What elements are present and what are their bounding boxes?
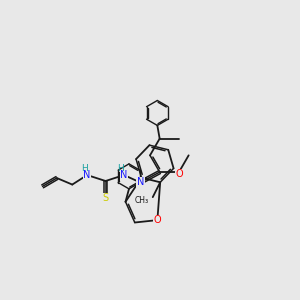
Text: H: H (81, 164, 88, 173)
Text: S: S (103, 193, 109, 203)
Text: O: O (175, 169, 183, 179)
Text: H: H (117, 164, 124, 173)
Text: N: N (83, 170, 91, 180)
Text: O: O (154, 215, 161, 225)
Text: N: N (120, 170, 128, 180)
Text: CH₃: CH₃ (134, 196, 148, 205)
Text: N: N (137, 178, 144, 188)
